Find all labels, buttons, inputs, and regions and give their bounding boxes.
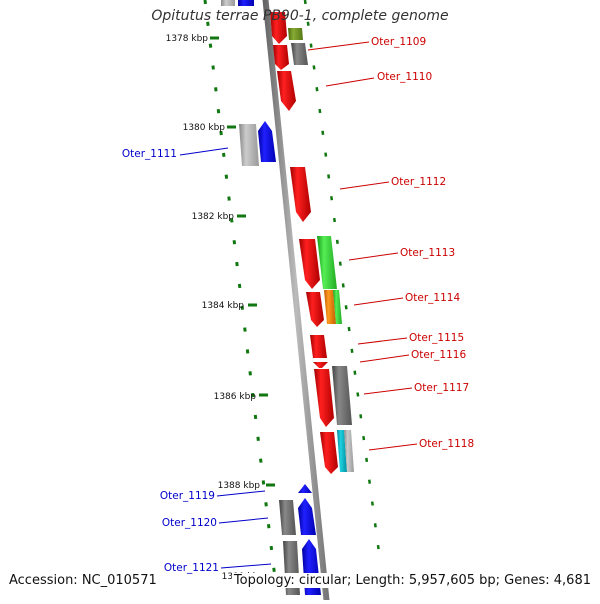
gene-arrow-top-blue (238, 0, 254, 6)
gene-arrow-oter-1113-red (299, 239, 320, 289)
label-leader (216, 490, 266, 497)
gene-arrow-oter-1120 (298, 498, 316, 535)
gene-label-oter-1121[interactable]: Oter_1121 (164, 562, 219, 574)
reverse-strand-features (221, 0, 321, 595)
tick-label: 1388 kbp (218, 481, 261, 491)
genome-backbone (262, 0, 330, 604)
gene-arrow-oter-1114 (333, 290, 342, 324)
tick-label: 1386 kbp (214, 392, 257, 402)
label-leader (218, 517, 269, 524)
gene-label-oter-1119[interactable]: Oter_1119 (160, 490, 215, 502)
gene-arrow-oter-1113 (317, 236, 337, 289)
gene-label-oter-1113[interactable]: Oter_1113 (400, 247, 455, 259)
label-leader (307, 41, 370, 51)
ruler-ticks (210, 36, 275, 487)
gene-arrow-1109-gray (291, 43, 308, 65)
label-leader (325, 77, 375, 87)
tick-label: 1384 kbp (202, 301, 245, 311)
gene-arrow-oter-1112 (290, 167, 311, 222)
label-leader (339, 181, 390, 190)
label-leader (363, 387, 413, 395)
ruler-dotted-arc (203, 0, 277, 579)
gene-label-oter-1110[interactable]: Oter_1110 (377, 71, 432, 83)
gene-arrow-oter-1119 (298, 484, 312, 493)
gene-label-oter-1115[interactable]: Oter_1115 (409, 332, 464, 344)
gene-label-oter-1118[interactable]: Oter_1118 (419, 438, 474, 450)
gene-arrow-top-red (270, 12, 287, 44)
label-leader (359, 354, 410, 363)
label-leader (357, 337, 408, 345)
label-leader (220, 563, 272, 569)
gene-label-oter-1114[interactable]: Oter_1114 (405, 292, 460, 304)
gene-arrow-oter-1111-gray (239, 124, 259, 166)
gene-label-oter-1117[interactable]: Oter_1117 (414, 382, 469, 394)
gene-arrow-oter-1117-red (314, 369, 334, 427)
gene-arrow-oter-1115 (310, 335, 327, 358)
gene-label-oter-1111[interactable]: Oter_1111 (122, 148, 177, 160)
gene-arrow-oter-1116 (313, 362, 328, 368)
gene-arrow-top-olive (288, 28, 303, 40)
label-leader (353, 297, 404, 306)
gene-arrow-oter-1118 (344, 430, 354, 472)
gene-arrow-oter-1118-red (320, 432, 338, 474)
gene-arrow-oter-1114-orange (324, 290, 336, 324)
accession-text: Accession: NC_010571 (9, 573, 157, 588)
gene-arrow-top-gray (221, 0, 235, 6)
label-leader (368, 443, 418, 451)
gene-arrow-oter-1114-red (306, 292, 324, 327)
forward-strand-features (270, 12, 354, 474)
gene-label-oter-1116[interactable]: Oter_1116 (411, 349, 466, 361)
gene-arrow-1120-gray (279, 500, 296, 535)
gene-arrow-oter-1111 (258, 121, 276, 162)
gene-label-oter-1120[interactable]: Oter_1120 (162, 517, 217, 529)
label-leader (348, 252, 399, 261)
gene-arrow-oter-1110 (277, 71, 296, 111)
label-leader (179, 147, 229, 156)
gene-label-oter-1112[interactable]: Oter_1112 (391, 176, 446, 188)
gene-arrow-oter-1117 (332, 366, 352, 425)
forward-gene-labels: Oter_1109 Oter_1110 Oter_1112 Oter_1113 … (307, 36, 474, 451)
topology-text: Topology: circular; Length: 5,957,605 bp… (231, 573, 591, 588)
tick-label: 1378 kbp (166, 34, 209, 44)
map-title: Opitutus terrae PB90-1, complete genome (151, 8, 449, 24)
tick-label: 1380 kbp (183, 123, 226, 133)
tick-label: 1382 kbp (192, 212, 235, 222)
reverse-gene-labels: Oter_1111 Oter_1119 Oter_1120 Oter_1121 (122, 147, 272, 574)
gene-label-oter-1109[interactable]: Oter_1109 (371, 36, 426, 48)
gene-arrow-oter-1118-cyan (337, 430, 347, 472)
gene-arrow-oter-1109 (273, 45, 289, 70)
